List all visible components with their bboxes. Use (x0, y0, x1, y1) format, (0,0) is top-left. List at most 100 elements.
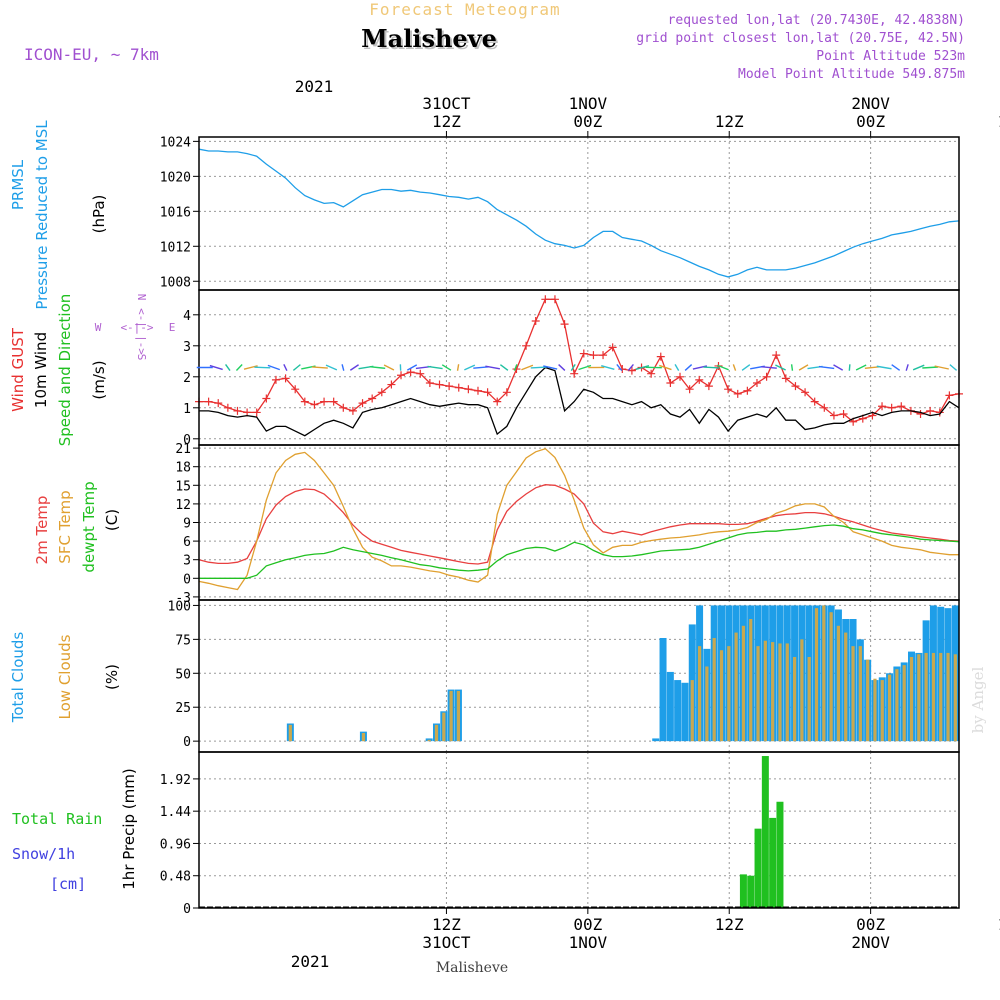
low-cloud-bar (814, 608, 819, 742)
bottom-date-label: 2NOV (851, 933, 890, 952)
gust-marker (262, 394, 271, 403)
total-cloud-bar (659, 638, 667, 742)
wind-arrow (235, 364, 243, 371)
y-tick-label: 1.92 (160, 773, 191, 788)
low-cloud-bar (844, 632, 848, 742)
temp-ylabel-2: SFC Temp (56, 490, 74, 563)
compass-north: N (135, 294, 148, 301)
wind-arrow (761, 366, 777, 369)
gust-marker (214, 399, 223, 408)
wind-arrow (325, 364, 338, 371)
gust-marker (406, 368, 415, 377)
gust-marker (252, 408, 261, 417)
gust-marker (829, 411, 838, 420)
wind-arrow (684, 364, 693, 371)
low-cloud-bar (712, 638, 716, 742)
y-tick-label: 18 (175, 461, 191, 476)
wind-arrow (530, 366, 547, 369)
wind-arrow (267, 364, 281, 371)
total-cloud-bar (666, 671, 674, 742)
low-cloud-bar (946, 652, 950, 742)
y-tick-label: 25 (175, 701, 191, 716)
gust-marker (791, 382, 800, 391)
wind-arrow (383, 364, 395, 371)
precip-label-snow: Snow/1h (12, 845, 75, 863)
y-tick-label: 21 (175, 442, 191, 457)
y-tick-label: 50 (175, 667, 191, 682)
y-tick-label: 0 (183, 735, 191, 750)
total-cloud-bar (681, 682, 689, 742)
bottom-date-label: 1NOV (569, 933, 608, 952)
wind-arrow (876, 365, 892, 370)
gust-marker (772, 351, 781, 360)
wind-ylabel-3: Speed and Direction (56, 294, 74, 447)
low-cloud-bar (756, 646, 760, 742)
low-cloud-bar (953, 654, 957, 742)
gust-marker (310, 400, 319, 409)
gust-marker (454, 383, 463, 392)
gust-marker (281, 374, 290, 383)
rain-bar (754, 828, 762, 908)
wind-arrow (441, 364, 452, 371)
low-cloud-bar (902, 665, 906, 742)
low-cloud-bar (705, 666, 709, 742)
pressure-ylabel-2: Pressure Reduced to MSL (33, 120, 51, 310)
gust-marker (704, 382, 713, 391)
low-cloud-bar (785, 643, 789, 742)
gust-marker (820, 403, 829, 412)
wind-arrow (934, 365, 949, 370)
low-cloud-bar (727, 646, 731, 742)
wind-arrow (578, 364, 592, 371)
requested-coords: requested lon,lat (20.7430E, 42.4838N) (668, 13, 965, 28)
precip-panel: 0 0.48 0.96 1.44 1.92 (160, 751, 960, 917)
low-cloud-bar (778, 643, 782, 742)
gust-marker (387, 380, 396, 389)
wind-arrow (499, 364, 509, 371)
series-line-2m-temp (198, 484, 960, 565)
gust-marker (204, 397, 213, 406)
low-cloud-bar (836, 625, 841, 742)
bottom-time-label: 00Z (856, 915, 885, 934)
wind-arrow (627, 364, 634, 371)
gust-marker (618, 365, 627, 374)
wind-arrow (912, 364, 925, 371)
compass-center: <-|-> (120, 321, 153, 334)
wind-arrow (558, 364, 566, 371)
low-cloud-bar (917, 654, 921, 742)
low-cloud-bar (741, 625, 746, 742)
wind-arrow (311, 366, 328, 369)
wind-arrow (283, 364, 288, 371)
wind-arrow (635, 365, 650, 370)
model-altitude: Model Point Altitude 549.875m (738, 67, 965, 82)
pressure-ylabel-1: PRMSL (9, 159, 27, 210)
low-cloud-bar (734, 632, 738, 742)
wind-arrow (513, 364, 518, 371)
y-tick-label: 1016 (160, 205, 191, 220)
gust-marker (897, 402, 906, 411)
y-tick-label: 15 (175, 479, 191, 494)
gust-marker (839, 410, 848, 418)
wind-arrow (703, 366, 720, 369)
rain-bar (747, 875, 755, 908)
series-line-10m-wind (199, 366, 960, 437)
gust-marker (483, 388, 492, 397)
location-title-shadow: Malisheve (363, 26, 499, 55)
wind-arrow (790, 364, 794, 371)
wind-arrow (225, 364, 231, 371)
y-tick-label: 0 (183, 433, 191, 448)
y-tick-label: 1024 (160, 135, 191, 150)
compass-north-arrow: <-| (135, 308, 148, 328)
gust-marker (416, 369, 425, 378)
y-tick-label: 0 (183, 572, 191, 587)
y-tick-label: 0.96 (160, 837, 191, 852)
y-tick-label: 4 (183, 309, 191, 324)
wind-units: (m/s) (90, 360, 108, 399)
gust-marker (733, 389, 742, 398)
gust-marker (493, 397, 502, 406)
low-cloud-bar (895, 669, 899, 742)
low-cloud-bar (924, 652, 928, 742)
gust-marker (801, 388, 810, 397)
wind-arrow (732, 364, 737, 371)
wind-arrow (464, 364, 476, 371)
